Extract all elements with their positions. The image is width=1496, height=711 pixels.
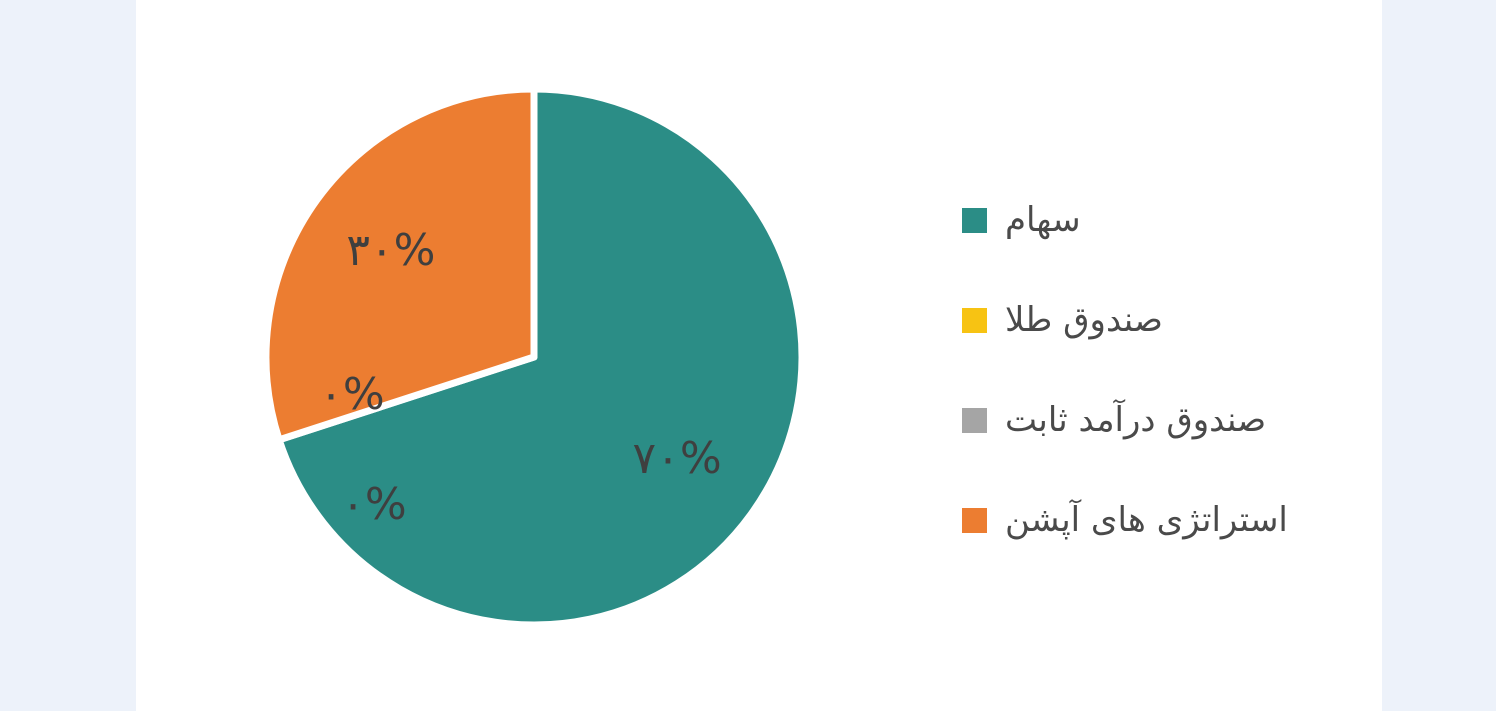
pie-value-label: ۳۰% bbox=[346, 225, 435, 276]
pie-value-labels: ۷۰% ۰% ۰% ۳۰% bbox=[319, 225, 721, 530]
legend-swatch bbox=[962, 207, 987, 233]
pie-value-label: ۰% bbox=[319, 369, 384, 420]
legend-item: صندوق درآمد ثابت bbox=[962, 370, 1362, 470]
legend-label: صندوق طلا bbox=[1005, 300, 1163, 340]
pie-slice bbox=[262, 85, 538, 444]
legend-label: سهام bbox=[1005, 200, 1081, 240]
legend-label: استراتژی های آپشن bbox=[1005, 500, 1288, 540]
pie-slices bbox=[262, 85, 806, 629]
pie-chart: ۷۰% ۰% ۰% ۳۰% bbox=[262, 85, 806, 629]
legend-swatch bbox=[962, 307, 987, 333]
legend-swatch bbox=[962, 507, 987, 533]
chart-card: ۷۰% ۰% ۰% ۳۰% سهام صندوق طلا صندوق درآمد ثا… bbox=[136, 0, 1382, 711]
legend-item: سهام bbox=[962, 170, 1362, 270]
pie-value-label: ۰% bbox=[341, 479, 406, 530]
legend-label: صندوق درآمد ثابت bbox=[1005, 400, 1267, 440]
legend-item: صندوق طلا bbox=[962, 270, 1362, 370]
chart-legend: سهام صندوق طلا صندوق درآمد ثابت استراتژی… bbox=[962, 170, 1362, 570]
legend-item: استراتژی های آپشن bbox=[962, 470, 1362, 570]
legend-swatch bbox=[962, 407, 987, 433]
pie-slice bbox=[275, 85, 806, 629]
pie-value-label: ۷۰% bbox=[633, 433, 722, 484]
